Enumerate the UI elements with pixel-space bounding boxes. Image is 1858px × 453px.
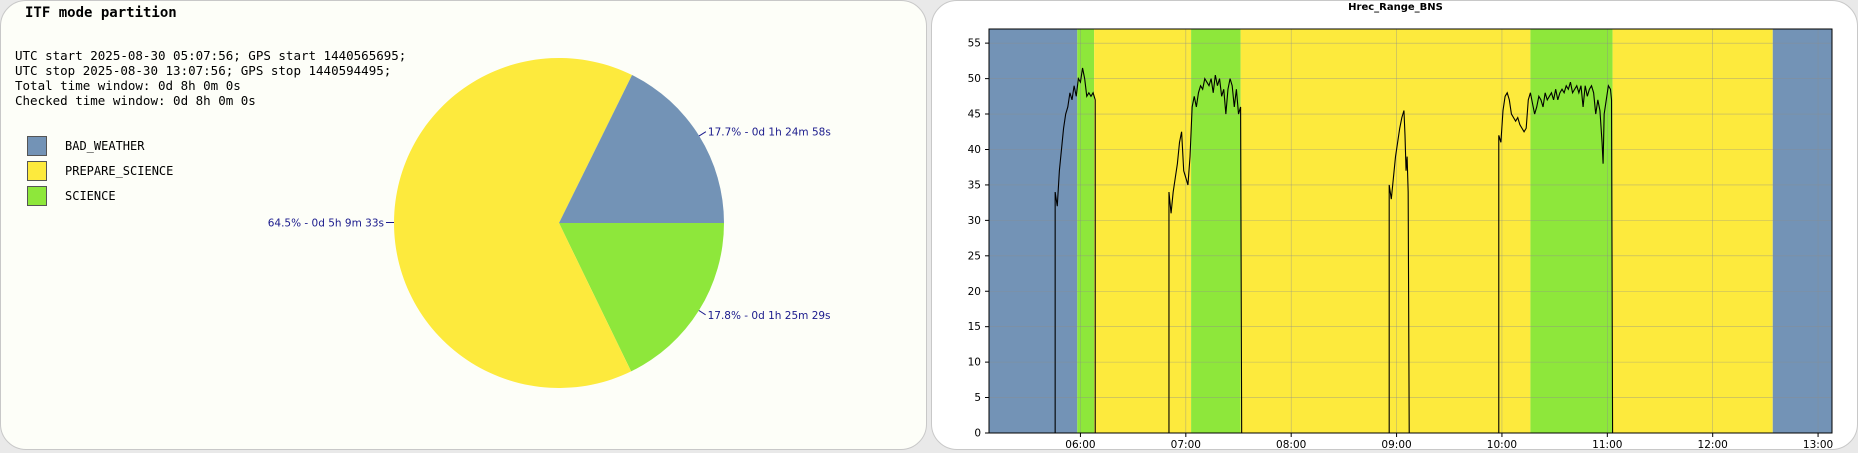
x-tick-label: 12:00 <box>1698 439 1728 450</box>
x-tick-label: 09:00 <box>1381 439 1411 450</box>
plot-frame <box>988 28 1833 434</box>
mode-band-prepare-science <box>1612 29 1773 433</box>
y-tick-label: 20 <box>968 286 981 298</box>
legend-swatch <box>27 136 47 156</box>
pie-label-leader-bad-weather <box>698 131 707 137</box>
hrec-range-panel: Hrec_Range_BNS 0 5 10 15 20 25 30 35 40 45 50 55 06:… <box>931 0 1858 450</box>
mode-band-prepare-science <box>1094 29 1192 433</box>
y-tick-label: 5 <box>974 392 981 404</box>
y-tick-label: 40 <box>968 144 981 156</box>
series-line-segment <box>1054 67 1096 433</box>
y-tick-label: 0 <box>974 428 981 440</box>
mode-band-bad-weather <box>1772 29 1832 433</box>
y-tick-label: 45 <box>968 109 981 121</box>
y-tick-label: 15 <box>968 321 981 333</box>
x-tick-label: 11:00 <box>1592 439 1622 450</box>
x-tick-label: 10:00 <box>1487 439 1517 450</box>
y-tick-label: 35 <box>968 179 981 191</box>
y-tick-label: 50 <box>968 73 981 85</box>
y-tick-label: 30 <box>968 215 981 227</box>
mode-band-bad-weather <box>989 29 1078 433</box>
pie-slice-science <box>559 223 724 372</box>
utc-stop-line: UTC stop 2025-08-30 13:07:56; GPS stop 1… <box>15 63 392 78</box>
pie-slice-bad-weather <box>559 75 724 223</box>
pie-chart-title: ITF mode partition <box>25 5 177 21</box>
y-tick-label: 10 <box>968 357 981 369</box>
y-tick-label: 55 <box>968 38 981 50</box>
x-tick-label: 08:00 <box>1276 439 1306 450</box>
pie-label-prepare-science: 64.5% - 0d 5h 9m 33s <box>268 218 384 230</box>
series-line-segment <box>1498 82 1614 434</box>
pie-label-bad-weather: 17.7% - 0d 1h 24m 58s <box>708 127 831 139</box>
y-tick-label: 25 <box>968 250 981 262</box>
x-tick-label: 13:00 <box>1803 439 1833 450</box>
x-tick-label: 07:00 <box>1171 439 1201 450</box>
line-chart: 0 5 10 15 20 25 30 35 40 45 50 55 06:00 07:00 08:00 09:… <box>968 28 1833 450</box>
x-tick-label: 06:00 <box>1065 439 1095 450</box>
legend-label: PREPARE_SCIENCE <box>65 164 174 178</box>
legend-swatch <box>27 186 47 206</box>
legend-swatch <box>27 161 47 181</box>
pie-label-science: 17.8% - 0d 1h 25m 29s <box>708 310 831 322</box>
pie-label-leader-science <box>698 310 706 316</box>
series-line-segment <box>1168 74 1243 434</box>
pie-chart: 17.8% - 0d 1h 25m 29s 64.5% - 0d 5h 9m 33… <box>268 57 831 388</box>
checked-time-window-line: Checked time window: 0d 8h 0m 0s <box>15 93 256 108</box>
mode-band-science <box>1077 29 1095 433</box>
total-time-window-line: Total time window: 0d 8h 0m 0s <box>15 78 241 93</box>
mode-band-prepare-science <box>1240 29 1531 433</box>
mode-band-science <box>1191 29 1241 433</box>
legend-label: BAD_WEATHER <box>65 139 145 153</box>
utc-start-line: UTC start 2025-08-30 05:07:56; GPS start… <box>15 48 407 63</box>
line-chart-title: Hrec_Range_BNS <box>1348 2 1443 13</box>
pie-slice-prepare-science <box>394 57 633 388</box>
legend-label: SCIENCE <box>65 189 116 203</box>
series-line-segment <box>1388 110 1410 434</box>
mode-partition-panel: ITF mode partition UTC start 2025-08-30 … <box>0 0 927 450</box>
